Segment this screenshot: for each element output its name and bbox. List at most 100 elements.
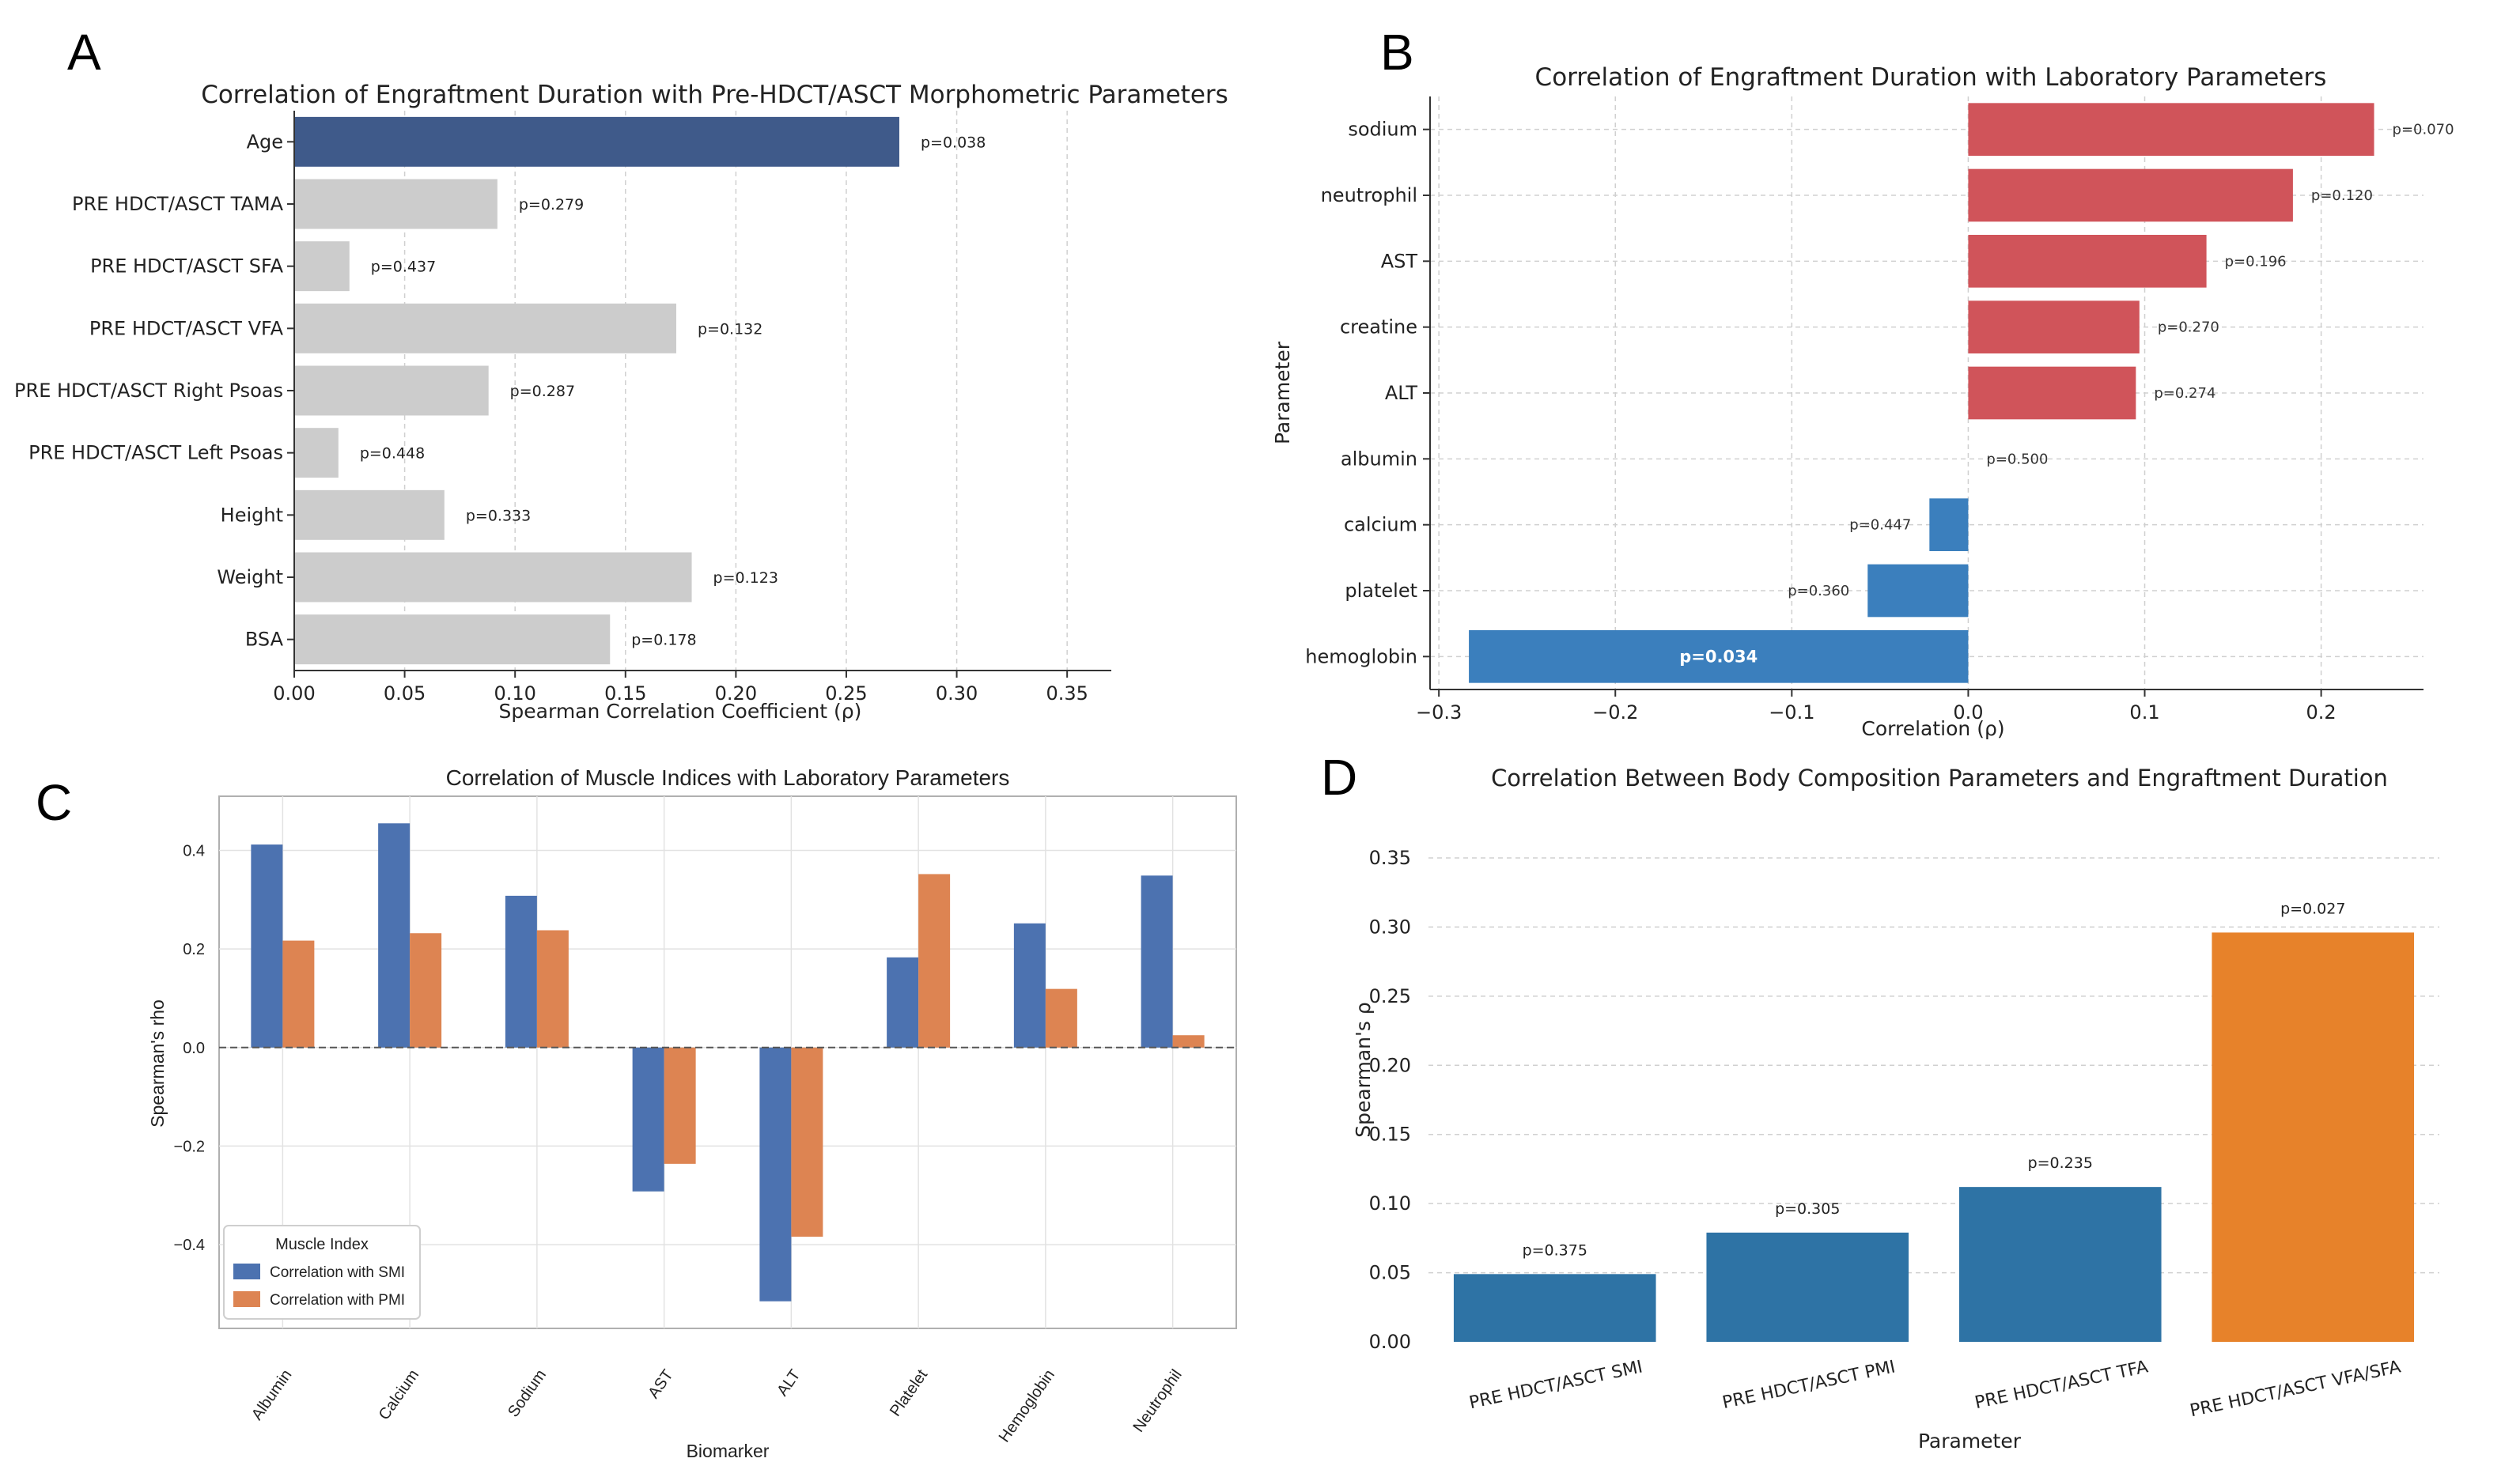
chart-a-bar (294, 116, 899, 167)
chart-d-title: Correlation Between Body Composition Par… (1491, 765, 2388, 792)
chart-d-pvalue-label: p=0.305 (1775, 1200, 1840, 1218)
chart-b-bar (1968, 168, 2293, 222)
chart-b-bar (1968, 300, 2140, 353)
chart-d-ylabel: Spearman's ρ (1352, 1002, 1375, 1138)
chart-a-xtick-label: 0.20 (715, 682, 757, 705)
chart-c-ytick-label: −0.2 (174, 1138, 205, 1155)
chart-b-pvalue-label: p=0.120 (2311, 187, 2373, 204)
chart-b-pvalue-label: p=0.447 (1849, 517, 1911, 534)
panel-letter-a: A (67, 24, 101, 81)
chart-a-category-label: PRE HDCT/ASCT TAMA (72, 193, 284, 215)
chart-d: Correlation Between Body Composition Par… (1352, 765, 2439, 1453)
chart-d-bar (1958, 1187, 2162, 1342)
chart-a-category-label: Age (247, 130, 283, 153)
chart-b-pvalue-label: p=0.034 (1679, 647, 1758, 666)
chart-a-xtick-label: 0.00 (273, 682, 315, 705)
chart-c-title: Correlation of Muscle Indices with Labor… (446, 765, 1010, 790)
chart-d-category-label: PRE HDCT/ASCT SMI (1467, 1357, 1644, 1413)
chart-b-xtick-label: 0.0 (1953, 701, 1983, 723)
chart-d-pvalue-label: p=0.235 (2028, 1154, 2093, 1172)
chart-c-bar (1045, 988, 1077, 1048)
chart-a-bar (294, 428, 339, 478)
chart-a-bar (294, 365, 489, 416)
chart-c-bar (632, 1047, 664, 1192)
chart-c-category-label: AST (645, 1366, 676, 1401)
chart-a-category-label: Weight (217, 566, 283, 588)
chart-c-category-label: Platelet (887, 1366, 932, 1420)
chart-c: Correlation of Muscle Indices with Labor… (147, 765, 1237, 1461)
chart-b-pvalue-label: p=0.070 (2393, 122, 2454, 138)
chart-b-category-label: neutrophil (1321, 184, 1417, 206)
chart-d-bar (1453, 1274, 1656, 1342)
chart-c-bar (1172, 1035, 1205, 1048)
chart-c-bar (378, 823, 411, 1048)
chart-a: Correlation of Engraftment Duration with… (14, 81, 1228, 723)
chart-b-xtick-label: 0.1 (2129, 701, 2159, 723)
chart-b-bar (1968, 103, 2374, 156)
chart-a-pvalue-label: p=0.178 (631, 632, 696, 649)
chart-c-xlabel: Biomarker (687, 1441, 770, 1461)
chart-c-category-label: Neutrophil (1129, 1366, 1185, 1435)
chart-c-bar (664, 1047, 696, 1164)
chart-a-category-label: Height (221, 504, 283, 526)
chart-a-category-label: PRE HDCT/ASCT Right Psoas (14, 380, 283, 402)
chart-c-bar (282, 940, 315, 1048)
chart-c-bar (887, 957, 919, 1048)
chart-b-category-label: calcium (1344, 514, 1417, 536)
chart-d-ytick-label: 0.00 (1369, 1331, 1411, 1353)
chart-c-bar (759, 1047, 792, 1302)
panel-letter-b: B (1380, 24, 1414, 81)
chart-b-category-label: albumin (1341, 448, 1417, 470)
chart-a-category-label: BSA (245, 629, 284, 651)
chart-a-bar (294, 241, 350, 292)
chart-a-pvalue-label: p=0.132 (698, 320, 762, 338)
chart-c-category-label: Sodium (505, 1366, 550, 1420)
chart-b-bar (1469, 630, 1969, 683)
chart-a-bar (294, 614, 611, 665)
chart-c-bar (791, 1047, 823, 1237)
chart-a-pvalue-label: p=0.333 (466, 507, 531, 524)
chart-d-ytick-label: 0.35 (1369, 847, 1411, 869)
chart-b-category-label: hemoglobin (1305, 645, 1417, 667)
chart-a-bar (294, 179, 498, 229)
chart-b-category-label: creatine (1340, 316, 1417, 338)
chart-b-category-label: sodium (1348, 119, 1417, 141)
chart-c-legend-swatch (233, 1291, 260, 1307)
chart-b-category-label: platelet (1345, 580, 1417, 602)
chart-a-bar (294, 552, 692, 603)
panel-letter-c: C (36, 774, 72, 831)
chart-d-ytick-label: 0.30 (1369, 916, 1411, 938)
chart-c-category-label: Albumin (248, 1366, 295, 1423)
chart-c-bar (410, 933, 442, 1048)
chart-b-ylabel: Parameter (1271, 341, 1294, 444)
chart-c-legend-swatch (233, 1264, 260, 1279)
chart-c-category-label: ALT (774, 1366, 804, 1399)
chart-a-pvalue-label: p=0.038 (921, 134, 986, 151)
chart-d-bar (2212, 932, 2415, 1342)
chart-b-bar (1929, 498, 1969, 551)
chart-b-bar (1968, 235, 2207, 288)
chart-a-pvalue-label: p=0.123 (713, 569, 778, 587)
chart-d-ytick-label: 0.15 (1369, 1124, 1411, 1146)
chart-d-ytick-label: 0.05 (1369, 1262, 1411, 1284)
chart-b-category-label: AST (1381, 250, 1418, 272)
chart-b-xtick-label: −0.1 (1769, 701, 1814, 723)
chart-a-bar (294, 303, 676, 353)
chart-c-bar (536, 930, 569, 1048)
chart-d-category-label: PRE HDCT/ASCT PMI (1720, 1357, 1897, 1413)
chart-a-xtick-label: 0.30 (936, 682, 978, 705)
chart-b-title: Correlation of Engraftment Duration with… (1535, 63, 2327, 92)
chart-d-ytick-label: 0.10 (1369, 1192, 1411, 1215)
chart-d-ytick-label: 0.25 (1369, 985, 1411, 1007)
chart-d-pvalue-label: p=0.027 (2280, 900, 2345, 917)
chart-c-legend-box (223, 1225, 421, 1320)
chart-a-pvalue-label: p=0.279 (519, 196, 584, 213)
chart-c-ytick-label: 0.2 (183, 941, 205, 958)
chart-b-category-label: ALT (1385, 382, 1417, 404)
chart-a-xtick-label: 0.10 (494, 682, 535, 705)
chart-a-category-label: PRE HDCT/ASCT VFA (89, 317, 284, 339)
chart-c-plot-frame (218, 795, 1237, 1329)
panel-letter-d: D (1321, 749, 1357, 806)
chart-d-xlabel: Parameter (1918, 1430, 2022, 1453)
